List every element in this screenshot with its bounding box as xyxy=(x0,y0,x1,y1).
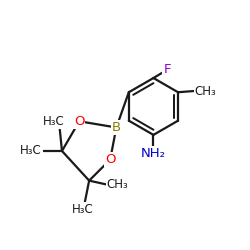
Text: CH₃: CH₃ xyxy=(194,84,216,98)
Text: O: O xyxy=(105,153,116,166)
Text: H₃C: H₃C xyxy=(20,144,42,158)
Text: NH₂: NH₂ xyxy=(141,147,166,160)
Text: B: B xyxy=(112,121,121,134)
Text: F: F xyxy=(163,63,171,76)
Text: H₃C: H₃C xyxy=(72,202,94,215)
Text: CH₃: CH₃ xyxy=(107,178,128,191)
Text: O: O xyxy=(74,115,85,128)
Text: H₃C: H₃C xyxy=(42,115,64,128)
